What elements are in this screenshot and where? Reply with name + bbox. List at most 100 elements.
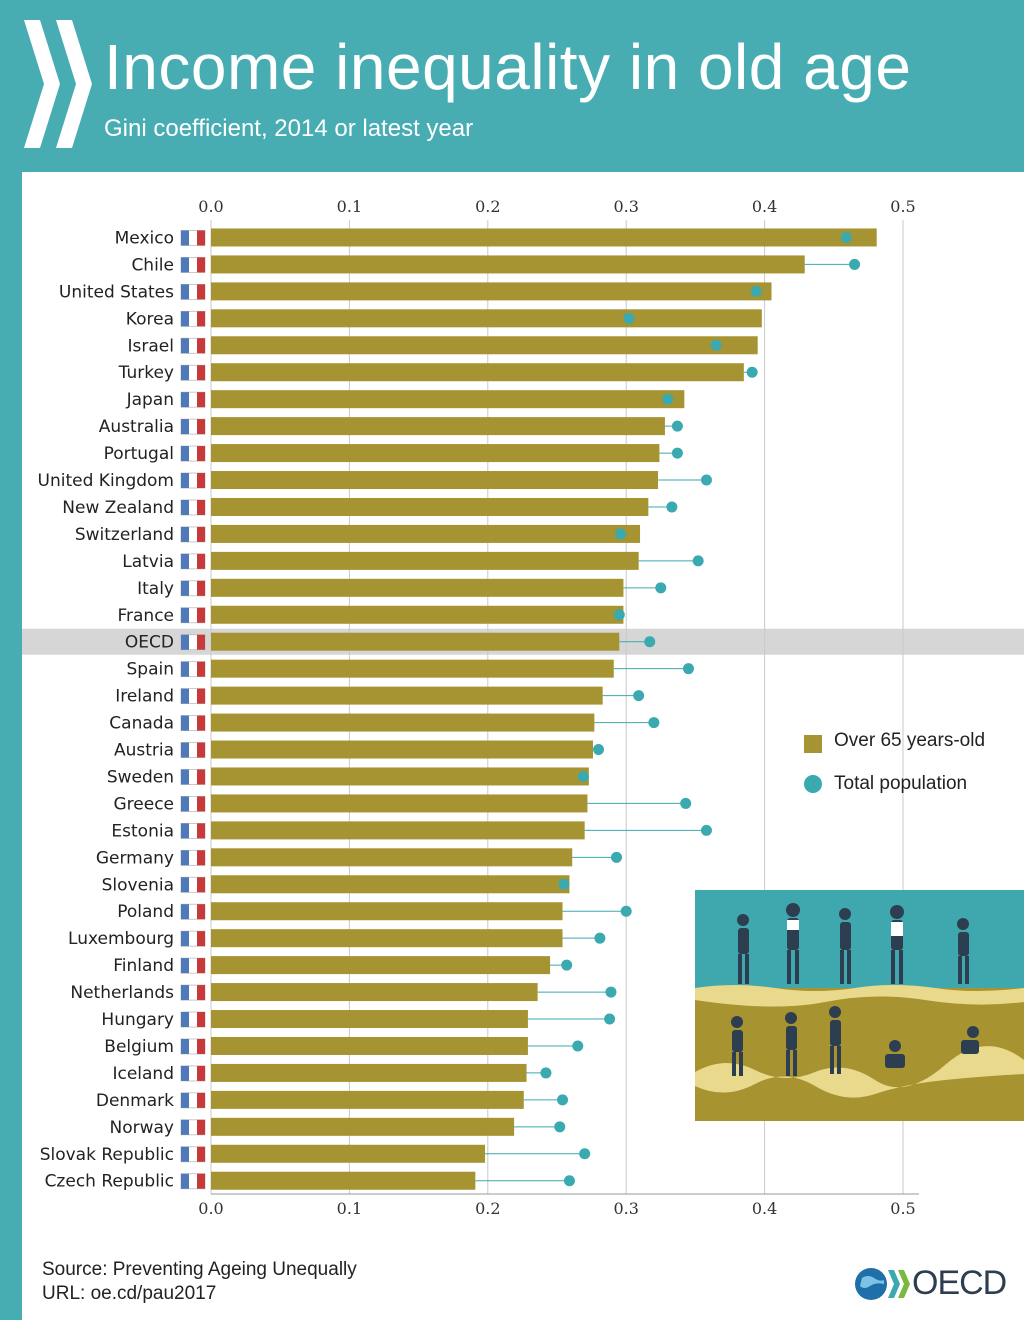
- dot-total-population: [633, 690, 645, 702]
- country-flag-stripe: [197, 1038, 205, 1054]
- bar-over65: [211, 821, 585, 840]
- bar-over65: [211, 228, 877, 247]
- category-label: Australia: [99, 417, 174, 437]
- country-flag-stripe: [181, 338, 189, 354]
- chart-panel: 0.0 0.0 0.1 0.1 0.2 0.2 0.3 0.3 0.4 0.4 0.5 0.5 Mexi…: [22, 172, 1024, 1320]
- oecd-logo-text: OECD: [912, 1264, 1007, 1302]
- country-flag-stripe: [181, 796, 189, 812]
- chevron-logo-icon: [24, 20, 92, 148]
- category-label: Belgium: [104, 1037, 174, 1057]
- bar-over65: [211, 282, 772, 301]
- x-tick-label-bottom: 0.3: [613, 1199, 638, 1218]
- dot-total-population: [700, 824, 712, 836]
- x-tick-label-top: 0.2: [475, 197, 500, 216]
- country-flag-stripe: [197, 958, 205, 974]
- category-label: Estonia: [111, 821, 174, 841]
- country-flag-stripe: [181, 1146, 189, 1162]
- x-tick-label-top: 0.0: [198, 197, 223, 216]
- category-label: Czech Republic: [45, 1172, 174, 1192]
- source-note: Source: Preventing Ageing Unequally URL:…: [42, 1258, 357, 1306]
- dot-total-population: [666, 501, 678, 513]
- country-flag-stripe: [181, 769, 189, 785]
- category-label: Latvia: [122, 552, 174, 572]
- country-flag-stripe: [181, 1012, 189, 1028]
- country-flag-stripe: [181, 311, 189, 327]
- dot-total-population: [554, 1121, 566, 1133]
- category-label: Denmark: [96, 1091, 174, 1111]
- dot-total-population: [579, 1148, 591, 1160]
- dot-total-population: [572, 1040, 584, 1052]
- country-flag-stripe: [197, 823, 205, 839]
- country-flag-stripe: [181, 473, 189, 489]
- dot-total-population: [540, 1067, 552, 1079]
- category-label: Spain: [127, 660, 175, 680]
- country-flag-stripe: [197, 1012, 205, 1028]
- dot-total-population: [700, 474, 712, 486]
- dot-total-population: [623, 312, 635, 324]
- bar-over65: [211, 444, 660, 463]
- country-flag-stripe: [181, 499, 189, 515]
- country-flag-stripe: [181, 607, 189, 623]
- category-label: Mexico: [115, 228, 174, 248]
- dot-total-population: [594, 932, 606, 944]
- dot-total-population: [655, 582, 667, 594]
- dot-total-population: [561, 959, 573, 971]
- country-flag-stripe: [197, 473, 205, 489]
- legend-bar-swatch: [804, 735, 822, 753]
- category-label: Slovak Republic: [40, 1145, 174, 1165]
- x-tick-label-top: 0.1: [337, 197, 362, 216]
- country-flag-stripe: [197, 1119, 205, 1135]
- category-label: Turkey: [118, 363, 174, 383]
- gini-bar-chart: 0.0 0.0 0.1 0.1 0.2 0.2 0.3 0.3 0.4 0.4 0.5 0.5 Mexi…: [22, 197, 1024, 1218]
- category-label: United States: [59, 282, 174, 302]
- bar-over65: [211, 336, 758, 355]
- source-text: Source: Preventing Ageing Unequally: [42, 1259, 357, 1280]
- country-flag-stripe: [197, 850, 205, 866]
- country-flag-stripe: [197, 580, 205, 596]
- dot-total-population: [710, 339, 722, 351]
- dot-total-population: [644, 636, 656, 648]
- category-label: Switzerland: [75, 525, 174, 545]
- bar-over65: [211, 309, 762, 328]
- country-flag-stripe: [197, 931, 205, 947]
- country-flag-stripe: [197, 419, 205, 435]
- country-flag-stripe: [181, 553, 189, 569]
- category-label: Japan: [126, 390, 174, 410]
- country-flag-stripe: [197, 688, 205, 704]
- x-tick-label-top: 0.5: [890, 197, 915, 216]
- category-label: Austria: [114, 741, 174, 761]
- country-flag-stripe: [181, 446, 189, 462]
- category-label: Hungary: [101, 1010, 174, 1030]
- country-flag-stripe: [181, 985, 189, 1001]
- country-flag-stripe: [181, 742, 189, 758]
- ageing-people-illustration: [695, 890, 1024, 1121]
- country-flag-stripe: [181, 392, 189, 408]
- country-flag-stripe: [181, 688, 189, 704]
- dot-total-population: [620, 905, 632, 917]
- category-label: Italy: [137, 579, 174, 599]
- country-flag-stripe: [197, 446, 205, 462]
- country-flag-stripe: [197, 553, 205, 569]
- dot-total-population: [605, 986, 617, 998]
- bar-over65: [211, 713, 595, 732]
- bar-over65: [211, 390, 685, 409]
- dot-total-population: [648, 717, 660, 729]
- category-label: Finland: [113, 956, 174, 976]
- x-tick-label-bottom: 0.1: [337, 1199, 362, 1218]
- dot-total-population: [557, 1094, 569, 1106]
- country-flag-stripe: [197, 311, 205, 327]
- country-flag-stripe: [197, 338, 205, 354]
- country-flag-stripe: [197, 769, 205, 785]
- category-label: Luxembourg: [68, 929, 174, 949]
- country-flag-stripe: [197, 715, 205, 731]
- dot-total-population: [611, 851, 623, 863]
- dot-total-population: [563, 1175, 575, 1187]
- bar-over65: [211, 1171, 476, 1190]
- country-flag-stripe: [181, 230, 189, 246]
- header-banner: Income inequality in old age Gini coeffi…: [0, 0, 1024, 172]
- country-flag-stripe: [181, 661, 189, 677]
- bar-over65: [211, 902, 563, 921]
- dot-total-population: [613, 609, 625, 621]
- category-label: Portugal: [104, 444, 174, 464]
- country-flag-stripe: [181, 365, 189, 381]
